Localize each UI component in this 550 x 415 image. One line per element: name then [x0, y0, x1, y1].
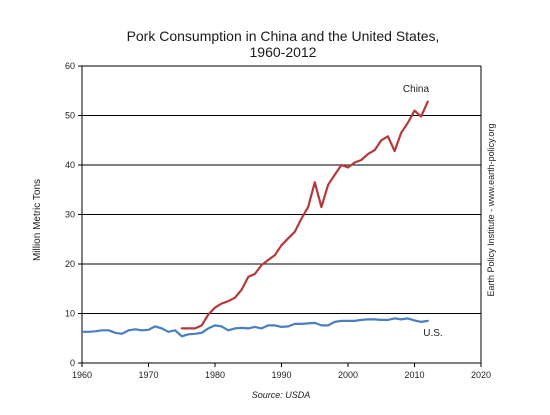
x-tick-label-1960: 1960 [72, 370, 92, 380]
series-line-u-s [80, 317, 429, 338]
y-tick-label-0: 0 [70, 358, 75, 368]
y-tick-label-30: 30 [65, 210, 75, 220]
y-tick-label-10: 10 [65, 309, 75, 319]
source-label: Source: USDA [252, 390, 311, 400]
grid-lines [82, 65, 481, 314]
x-tick-label-2020: 2020 [471, 370, 491, 380]
x-tick-label-2000: 2000 [338, 370, 358, 380]
y-tick-label-60: 60 [65, 61, 75, 71]
x-tick-label-2010: 2010 [404, 370, 424, 380]
x-tick-label-1970: 1970 [138, 370, 158, 380]
x-tick-label-1980: 1980 [205, 370, 225, 380]
x-axis-ticks: 1960 1970 1980 1990 2000 2010 2020 [72, 363, 491, 380]
chart-title-line-1: Pork Consumption in China and the United… [127, 28, 440, 44]
series-label-us: U.S. [423, 328, 442, 339]
y-axis-ticks: 0 10 20 30 40 50 60 [65, 61, 82, 368]
y-tick-label-50: 50 [65, 111, 75, 121]
y-tick-label-20: 20 [65, 259, 75, 269]
series-lines [80, 100, 429, 338]
chart-title-line-2: 1960-2012 [250, 44, 317, 60]
series-line-china [180, 100, 429, 330]
series-label-china: China [403, 84, 430, 95]
credit-label: Earth Policy Institute - www.earth-polic… [486, 124, 496, 297]
y-axis-label: Million Metric Tons [32, 179, 43, 261]
y-tick-label-40: 40 [65, 160, 75, 170]
x-tick-label-1990: 1990 [271, 370, 291, 380]
